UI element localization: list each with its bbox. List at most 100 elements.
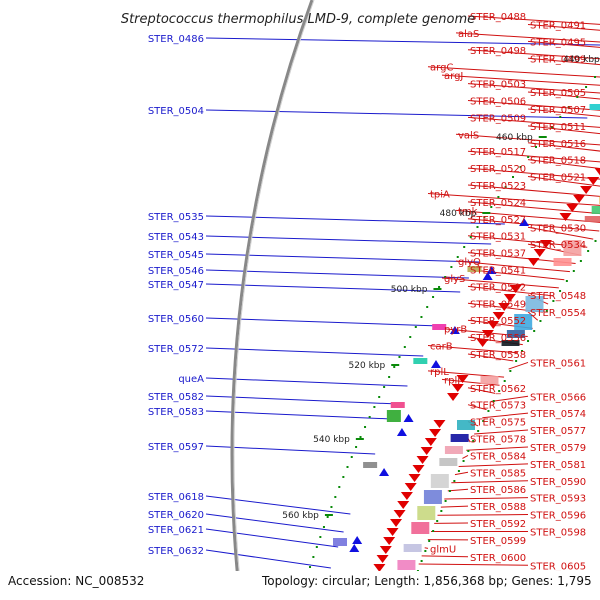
gene-label-ster-0593[interactable]: STER_0593 [530, 494, 586, 505]
gene-label-ster-0542[interactable]: STER_0542 [470, 282, 526, 293]
reverse-strand-arrow [412, 465, 425, 473]
gene-label-ster-0531[interactable]: STER_0531 [470, 232, 526, 243]
gene-label-ster-0543[interactable]: STER_0543 [148, 232, 204, 243]
gene-label-ster-0523[interactable]: STER_0523 [470, 181, 526, 192]
gene-label-tpia[interactable]: tpiA [430, 189, 450, 200]
gene-label-ster-0499[interactable]: STER_0499 [530, 54, 586, 65]
gene-label-ster-0521[interactable]: STER_0521 [530, 173, 586, 184]
gene-label-ster-0518[interactable]: STER_0518 [530, 156, 586, 167]
gene-label-ster-0575[interactable]: STER_0575 [470, 418, 526, 429]
gene-label-ster-0517[interactable]: STER_0517 [470, 147, 526, 158]
gene-label-ster-0620[interactable]: STER_0620 [148, 510, 204, 521]
tick-mark [448, 490, 451, 492]
gene-label-ster-0556[interactable]: STER_0556 [470, 333, 526, 344]
gene-label-ster-0597[interactable]: STER_0597 [148, 442, 204, 453]
gene-label-tmk[interactable]: tmk [458, 206, 478, 217]
gene-label-ster-0583[interactable]: STER_0583 [148, 407, 204, 418]
gene-label-ster-0621[interactable]: STER_0621 [148, 525, 204, 536]
tick-mark [393, 366, 396, 368]
gene-label-ster-0503[interactable]: STER_0503 [470, 80, 526, 91]
gene-label-alas[interactable]: alaS [458, 29, 479, 40]
gene-label-ster-0495[interactable]: STER_0495 [530, 37, 586, 48]
gene-label-ster-0590[interactable]: STER_0590 [530, 477, 586, 488]
gene-label-rplj[interactable]: rplJ [444, 375, 460, 386]
gene-label-pyrb[interactable]: pyrB [444, 325, 467, 336]
gene-label-ster-0560[interactable]: STER_0560 [148, 314, 204, 325]
gene-label-ster-0618[interactable]: STER_0618 [148, 492, 204, 503]
gene-label-ster-0574[interactable]: STER_0574 [530, 409, 586, 420]
gene-label-vals[interactable]: valS [458, 130, 479, 141]
gene-label-ster-0600[interactable]: STER_0600 [470, 553, 526, 564]
gene-label-ster-0586[interactable]: STER_0586 [470, 485, 526, 496]
gene-label-glmu[interactable]: glmU [430, 544, 456, 555]
gene-label-ster-0584[interactable]: STER_0584 [470, 451, 526, 462]
gene-label-ster-0516[interactable]: STER_0516 [530, 139, 586, 150]
gene-label-ster-0579[interactable]: STER_0579 [530, 443, 586, 454]
gene-label-ster-0549[interactable]: STER_0549 [470, 299, 526, 310]
gene-block [501, 340, 520, 346]
gene-label-ster-0552[interactable]: STER_0552 [470, 316, 526, 327]
gene-label-ster-0507[interactable]: STER_0507 [530, 105, 586, 116]
gene-label-ster-0524[interactable]: STER_0524 [470, 198, 526, 209]
gene-label-ster-0547[interactable]: STER_0547 [148, 280, 204, 291]
gene-label-ster-0545[interactable]: STER_0545 [148, 250, 204, 261]
gene-label-ster-0578[interactable]: STER_0578 [470, 435, 526, 446]
gene-label-argc[interactable]: argC [430, 63, 453, 74]
reverse-strand-arrow [580, 186, 593, 194]
kbp-label: 460 kbp [496, 133, 533, 143]
gene-label-ster-0505[interactable]: STER_0505 [530, 88, 586, 99]
reverse-strand-arrow [594, 168, 600, 176]
gene-label-ster-0491[interactable]: STER_0491 [530, 20, 586, 31]
gene-label-ster-0537[interactable]: STER_0537 [470, 249, 526, 260]
gene-label-ster-0541[interactable]: STER_0541 [470, 266, 526, 277]
gene-label-ster-0506[interactable]: STER_0506 [470, 97, 526, 108]
gene-label-ster-0599[interactable]: STER_0599 [470, 536, 526, 547]
gene-label-ster-0562[interactable]: STER_0562 [470, 384, 526, 395]
tick-mark [551, 126, 554, 128]
gene-label-ster-0554[interactable]: STER_0554 [530, 308, 586, 319]
gene-label-ster-0520[interactable]: STER_0520 [470, 164, 526, 175]
gene-label-ster-0527[interactable]: STER_0527 [470, 215, 526, 226]
right-connector-line [427, 192, 600, 206]
gene-block [397, 560, 416, 570]
gene-label-ster-0573[interactable]: STER_0573 [470, 401, 526, 412]
gene-label-ster-0588[interactable]: STER_0588 [470, 502, 526, 513]
gene-label-ster-0488[interactable]: STER_0488 [470, 12, 526, 23]
gene-label-glys[interactable]: glyS [444, 274, 465, 285]
tick-marks [302, 76, 597, 592]
gene-block [514, 314, 533, 330]
gene-label-ster-0566[interactable]: STER_0566 [530, 392, 586, 403]
gene-label-ster-0581[interactable]: STER_0581 [530, 460, 586, 471]
tick-mark [456, 256, 459, 258]
tick-mark [312, 556, 315, 558]
gene-label-ster-0598[interactable]: STER_0598 [530, 527, 586, 538]
gene-label-ster-0582[interactable]: STER_0582 [148, 392, 204, 403]
gene-label-ster-0530[interactable]: STER_0530 [530, 223, 586, 234]
genome-summary-text: Topology: circular; Length: 1,856,368 bp… [261, 574, 592, 588]
gene-label-ster-0498[interactable]: STER_0498 [470, 46, 526, 57]
gene-label-glyq[interactable]: glyQ [458, 257, 481, 268]
gene-label-ster-0535[interactable]: STER_0535 [148, 212, 204, 223]
gene-label-ster-0548[interactable]: STER_0548 [530, 291, 586, 302]
gene-label-carb[interactable]: carB [430, 342, 453, 353]
gene-label-quea[interactable]: queA [178, 374, 204, 385]
gene-label-ster-0511[interactable]: STER_0511 [530, 122, 586, 133]
gene-label-ster-0577[interactable]: STER_0577 [530, 426, 586, 437]
gene-label-ster-0632[interactable]: STER_0632 [148, 546, 204, 557]
gene-label-ster-0596[interactable]: STER_0596 [530, 511, 586, 522]
gene-label-ster-0572[interactable]: STER_0572 [148, 344, 204, 355]
gene-label-argj[interactable]: argJ [444, 71, 463, 82]
gene-label-ster-0592[interactable]: STER_0592 [470, 519, 526, 530]
gene-label-ster-0486[interactable]: STER_0486 [148, 34, 204, 45]
gene-label-ster-0504[interactable]: STER_0504 [148, 106, 204, 117]
gene-label-ster-0561[interactable]: STER_0561 [530, 358, 586, 369]
reverse-strand-arrow [386, 528, 399, 536]
gene-label-ster-0605[interactable]: STER_0605 [530, 561, 586, 572]
gene-label-ster-0585[interactable]: STER_0585 [470, 468, 526, 479]
gene-label-ster-0509[interactable]: STER_0509 [470, 113, 526, 124]
gene-label-ster-0534[interactable]: STER_0534 [530, 240, 586, 251]
gene-label-rpll[interactable]: rplL [430, 367, 449, 378]
gene-label-ster-0546[interactable]: STER_0546 [148, 266, 204, 277]
tick-mark [426, 306, 429, 308]
gene-label-ster-0558[interactable]: STER_0558 [470, 350, 526, 361]
